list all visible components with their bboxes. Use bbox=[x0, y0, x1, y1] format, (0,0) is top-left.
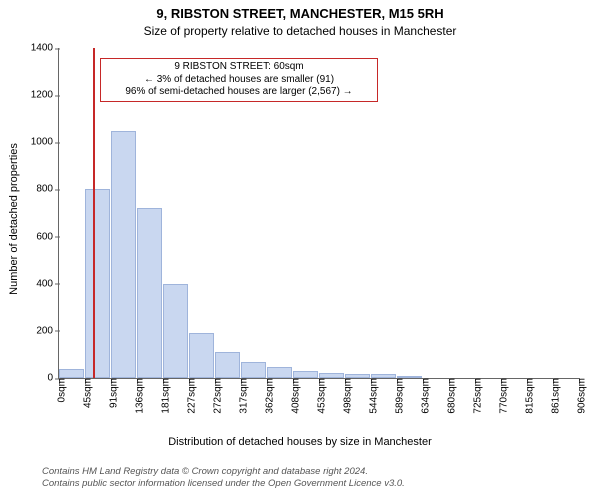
histogram-bar bbox=[293, 371, 318, 378]
annotation-line: 9 RIBSTON STREET: 60sqm bbox=[107, 61, 371, 74]
x-tick-label: 634sqm bbox=[415, 378, 432, 414]
annotation-line: ← 3% of detached houses are smaller (91) bbox=[107, 74, 371, 87]
histogram-bar bbox=[241, 362, 266, 379]
histogram-bar bbox=[215, 352, 240, 378]
footer-line-1: Contains HM Land Registry data © Crown c… bbox=[42, 466, 405, 478]
histogram-bar bbox=[319, 373, 344, 378]
x-tick-label: 815sqm bbox=[519, 378, 536, 414]
y-tick-label: 1200 bbox=[31, 90, 59, 101]
x-axis-label: Distribution of detached houses by size … bbox=[0, 436, 600, 448]
x-tick-label: 680sqm bbox=[441, 378, 458, 414]
annotation-box: 9 RIBSTON STREET: 60sqm← 3% of detached … bbox=[100, 58, 378, 102]
x-tick-label: 181sqm bbox=[155, 378, 172, 414]
x-tick-label: 589sqm bbox=[389, 378, 406, 414]
property-marker-line bbox=[93, 48, 95, 378]
x-tick-label: 45sqm bbox=[77, 378, 94, 408]
histogram-bar bbox=[397, 376, 422, 378]
annotation-line: 96% of semi-detached houses are larger (… bbox=[107, 86, 371, 99]
histogram-bar bbox=[163, 284, 188, 378]
footer-attribution: Contains HM Land Registry data © Crown c… bbox=[42, 466, 405, 491]
y-tick-label: 200 bbox=[36, 325, 59, 336]
histogram-bar bbox=[59, 369, 84, 378]
x-tick-label: 0sqm bbox=[51, 378, 68, 402]
chart-title-description: Size of property relative to detached ho… bbox=[0, 24, 600, 38]
chart-container: 9, RIBSTON STREET, MANCHESTER, M15 5RH S… bbox=[0, 0, 600, 500]
x-tick-label: 317sqm bbox=[233, 378, 250, 414]
histogram-bar bbox=[371, 374, 396, 378]
histogram-bar bbox=[189, 333, 214, 378]
x-tick-label: 861sqm bbox=[545, 378, 562, 414]
x-tick-label: 272sqm bbox=[207, 378, 224, 414]
y-tick-label: 800 bbox=[36, 184, 59, 195]
histogram-bar bbox=[85, 189, 110, 378]
x-tick-label: 770sqm bbox=[493, 378, 510, 414]
x-tick-label: 725sqm bbox=[467, 378, 484, 414]
x-tick-label: 136sqm bbox=[129, 378, 146, 414]
x-tick-label: 408sqm bbox=[285, 378, 302, 414]
footer-line-2: Contains public sector information licen… bbox=[42, 478, 405, 490]
x-tick-label: 906sqm bbox=[571, 378, 588, 414]
y-tick-label: 400 bbox=[36, 278, 59, 289]
chart-title-address: 9, RIBSTON STREET, MANCHESTER, M15 5RH bbox=[0, 6, 600, 21]
y-tick-label: 600 bbox=[36, 231, 59, 242]
x-tick-label: 227sqm bbox=[181, 378, 198, 414]
y-tick-label: 1400 bbox=[31, 43, 59, 54]
x-tick-label: 362sqm bbox=[259, 378, 276, 414]
x-tick-label: 453sqm bbox=[311, 378, 328, 414]
x-tick-label: 91sqm bbox=[103, 378, 120, 408]
x-tick-label: 544sqm bbox=[363, 378, 380, 414]
histogram-bar bbox=[267, 367, 292, 378]
y-tick-label: 1000 bbox=[31, 137, 59, 148]
x-tick-label: 498sqm bbox=[337, 378, 354, 414]
histogram-bar bbox=[345, 374, 370, 378]
y-axis-label: Number of detached properties bbox=[8, 54, 20, 384]
histogram-bar bbox=[111, 131, 136, 379]
histogram-bar bbox=[137, 208, 162, 378]
